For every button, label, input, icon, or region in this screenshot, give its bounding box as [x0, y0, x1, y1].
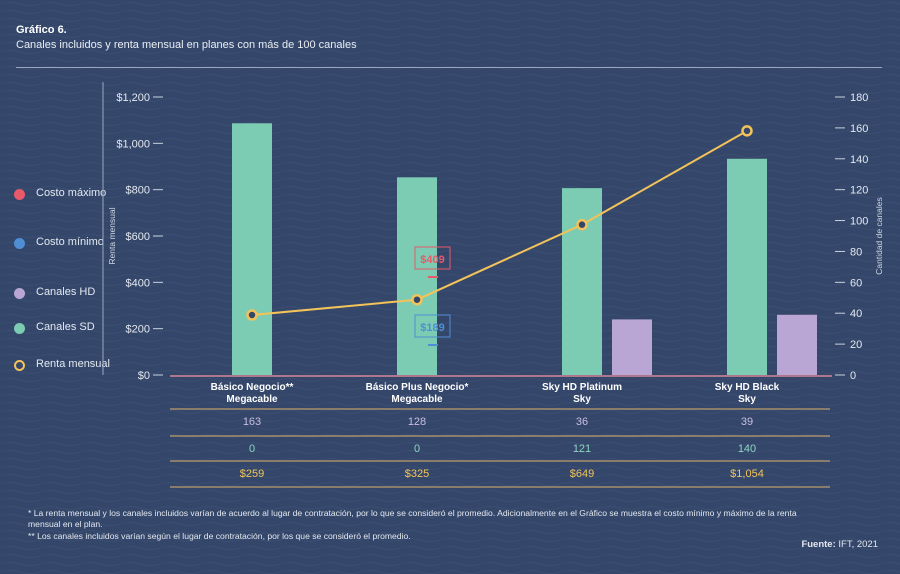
legend-label: Costo máximo — [36, 187, 107, 199]
x-tick-label-provider: Sky — [738, 394, 756, 405]
y-tick-label: $0 — [138, 370, 150, 382]
y2-tick-label: 180 — [850, 92, 868, 104]
legend-swatch-canales-sd — [14, 323, 25, 334]
table-cell: 39 — [741, 416, 753, 428]
x-tick-label: Básico Plus Negocio* — [366, 382, 469, 393]
bar-canales-hd — [612, 319, 652, 375]
source-value: IFT, 2021 — [838, 539, 878, 550]
x-tick-label: Básico Negocio** — [211, 382, 294, 393]
costo-minimo-box — [414, 314, 451, 338]
y2-tick-label: 60 — [850, 277, 862, 289]
legend-swatch-canales-hd — [14, 288, 25, 299]
chart-header: Gráfico 6. Canales incluidos y renta men… — [16, 24, 357, 52]
table-cell: 36 — [576, 416, 588, 428]
table-cell: $1,054 — [730, 468, 764, 480]
y2-tick-label: 140 — [850, 154, 868, 166]
chart-title: Gráfico 6. — [16, 24, 67, 36]
table-cell: $649 — [570, 468, 594, 480]
y2-tick-label: 0 — [850, 370, 856, 382]
table-cell: 121 — [573, 443, 591, 455]
legend-label: Canales SD — [36, 321, 95, 333]
y-tick-label: $200 — [126, 324, 150, 336]
x-tick-label: Sky HD Platinum — [542, 382, 622, 393]
y-axis-title: Renta mensual — [107, 207, 117, 264]
table-cell: 0 — [249, 443, 255, 455]
table-cell: 0 — [414, 443, 420, 455]
footnotes: * La renta mensual y los canales incluid… — [28, 508, 798, 543]
y2-axis-title: Cantidad de canales — [874, 197, 884, 275]
y2-tick-label: 100 — [850, 216, 868, 228]
y-tick-label: $800 — [126, 185, 150, 197]
chart-subtitle: Canales incluidos y renta mensual en pla… — [16, 39, 357, 51]
legend-label: Canales HD — [36, 286, 96, 298]
renta-mensual-line — [251, 129, 748, 316]
table-cell: $325 — [405, 468, 429, 480]
renta-mensual-point — [246, 309, 258, 321]
renta-mensual-point — [741, 125, 753, 137]
bar-canales-sd — [727, 158, 767, 375]
costo-minimo-label: $189 — [420, 322, 444, 334]
y2-tick-label: 20 — [850, 339, 862, 351]
table-cell: 163 — [243, 416, 261, 428]
renta-mensual-point — [576, 218, 588, 231]
costo-maximo-label: $409 — [420, 254, 444, 266]
table-cell: $259 — [240, 468, 264, 480]
y-tick-label: $400 — [126, 277, 150, 289]
y2-tick-label: 40 — [850, 308, 862, 320]
legend-label: Renta mensual — [36, 358, 110, 370]
legend-swatch-costo-maximo — [14, 189, 25, 200]
legend-label: Costo mínimo — [36, 236, 104, 248]
renta-mensual-point — [411, 293, 423, 306]
legend-swatch-renta-mensual — [14, 360, 25, 371]
costo-maximo-box — [414, 246, 451, 270]
bar-canales-sd — [232, 123, 272, 375]
bar-canales-hd — [777, 314, 817, 375]
y-tick-label: $1,200 — [116, 92, 150, 104]
footnote: * La renta mensual y los canales incluid… — [28, 508, 797, 529]
footnote: ** Los canales incluidos varían según el… — [28, 531, 411, 541]
legend-swatch-costo-minimo — [14, 238, 25, 249]
y-tick-label: $1,000 — [116, 138, 150, 150]
y-tick-label: $600 — [126, 231, 150, 243]
source-label: Fuente: — [801, 539, 836, 550]
x-tick-label-provider: Sky — [573, 394, 591, 405]
table-cell: 140 — [738, 443, 756, 455]
header-divider — [16, 67, 882, 68]
y2-tick-label: 80 — [850, 246, 862, 258]
x-tick-label-provider: Megacable — [391, 394, 443, 405]
table-cell: 128 — [408, 416, 426, 428]
x-tick-label: Sky HD Black — [715, 382, 780, 393]
source-note: Fuente: IFT, 2021 — [801, 539, 878, 550]
x-tick-label-provider: Megacable — [226, 394, 278, 405]
y2-tick-label: 120 — [850, 185, 868, 197]
y2-tick-label: 160 — [850, 123, 868, 135]
